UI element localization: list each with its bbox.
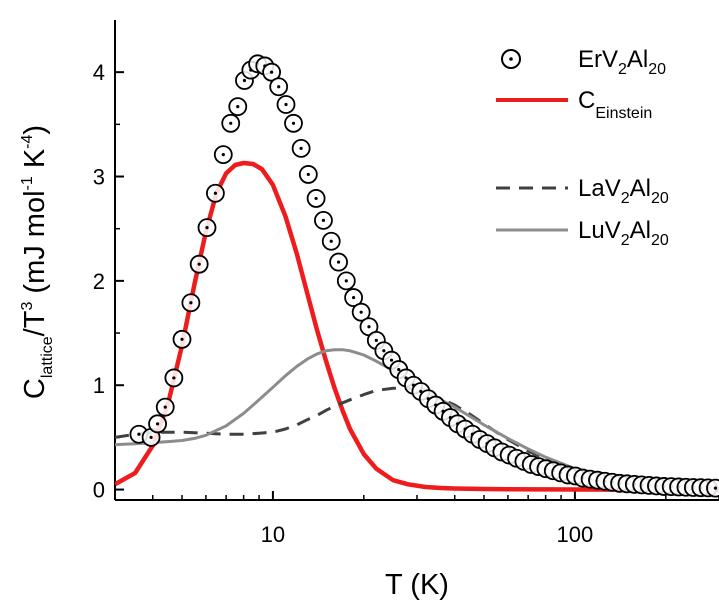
y-tick-label: 3	[93, 165, 105, 190]
legend-label-er: ErV2Al20	[578, 46, 666, 78]
data-point-dot-er	[189, 301, 193, 305]
legend-label-la: LaV2Al20	[578, 175, 669, 207]
plot-area	[115, 54, 719, 498]
data-point-dot-er	[269, 70, 274, 74]
y-axis-title-main: C	[19, 378, 51, 399]
series-line-la	[115, 386, 719, 489]
y-axis-title-unit-sup1: -1	[19, 176, 36, 190]
data-point-dot-er	[172, 376, 176, 380]
data-point-dot-er	[306, 172, 310, 177]
data-point-dot-er	[351, 295, 356, 300]
data-point-dot-er	[329, 239, 333, 243]
data-point-dot-er	[359, 310, 363, 314]
legend: ErV2Al20 CEinstein LaV2Al20 LuV2Al20	[496, 46, 669, 249]
data-point-dot-er	[374, 338, 378, 342]
data-point-dot-er	[163, 405, 167, 409]
series-line-lu	[115, 348, 719, 490]
y-axis-title-mid: /T	[19, 310, 51, 336]
axes-frame	[114, 20, 719, 501]
data-point-dot-er	[197, 262, 201, 266]
tick-labels: 10 100 0 1 2 3 4	[93, 60, 594, 547]
data-point-dot-er	[321, 218, 326, 222]
y-tick-label: 2	[93, 269, 105, 294]
legend-item-er: ErV2Al20	[501, 46, 666, 78]
data-point-dot-er	[221, 153, 225, 157]
y-axis-title-unit-mid: K	[19, 148, 51, 176]
data-point-dot-er	[205, 226, 209, 230]
y-axis-title-sup: 3	[19, 302, 36, 311]
data-point-dot-er	[314, 196, 318, 201]
legend-item-einstein: CEinstein	[496, 87, 652, 122]
y-axis-title-units: (mJ mol	[19, 190, 51, 301]
data-point-dot-er	[242, 78, 247, 83]
data-point-dot-er	[713, 486, 718, 490]
legend-item-lu: LuV2Al20	[496, 217, 669, 249]
y-tick-label: 0	[93, 478, 105, 503]
y-axis-title: Clattice/T3 (mJ mol-1 K-4)	[19, 125, 56, 399]
data-point-dot-er	[382, 349, 386, 353]
data-point-dot-er	[277, 85, 281, 89]
y-axis-title-sub: lattice	[39, 336, 56, 378]
y-tick-label: 4	[93, 60, 105, 85]
legend-label-lu: LuV2Al20	[578, 217, 669, 249]
data-point-dot-er	[236, 105, 240, 109]
data-point-dot-er	[344, 279, 348, 283]
data-point-dot-er	[299, 146, 303, 150]
data-point-dot-er	[284, 102, 288, 107]
data-point-dot-er	[336, 260, 341, 264]
y-tick-label: 1	[93, 373, 105, 398]
data-point-dot-er	[229, 121, 233, 125]
data-point-dot-er	[213, 191, 217, 195]
data-point-er	[706, 478, 719, 498]
data-point-dot-er	[137, 432, 141, 436]
data-point-dot-er	[149, 435, 153, 439]
data-point-dot-er	[180, 337, 184, 341]
x-tick-label: 100	[557, 522, 594, 547]
data-point-dot-er	[389, 358, 394, 362]
legend-marker-er-dot	[509, 57, 513, 61]
x-axis-title: T (K)	[385, 569, 449, 601]
y-axis-title-end: )	[19, 125, 51, 135]
data-point-dot-er	[367, 325, 371, 329]
x-tick-label: 10	[261, 522, 285, 547]
series-line-einstein	[115, 160, 719, 492]
legend-label-einstein: CEinstein	[578, 87, 652, 122]
data-point-dot-er	[155, 422, 160, 426]
data-point-dot-er	[291, 121, 296, 125]
legend-item-la: LaV2Al20	[496, 175, 669, 207]
data-point-dot-er	[397, 367, 401, 372]
y-axis-title-unit-sup2: -4	[19, 135, 36, 149]
